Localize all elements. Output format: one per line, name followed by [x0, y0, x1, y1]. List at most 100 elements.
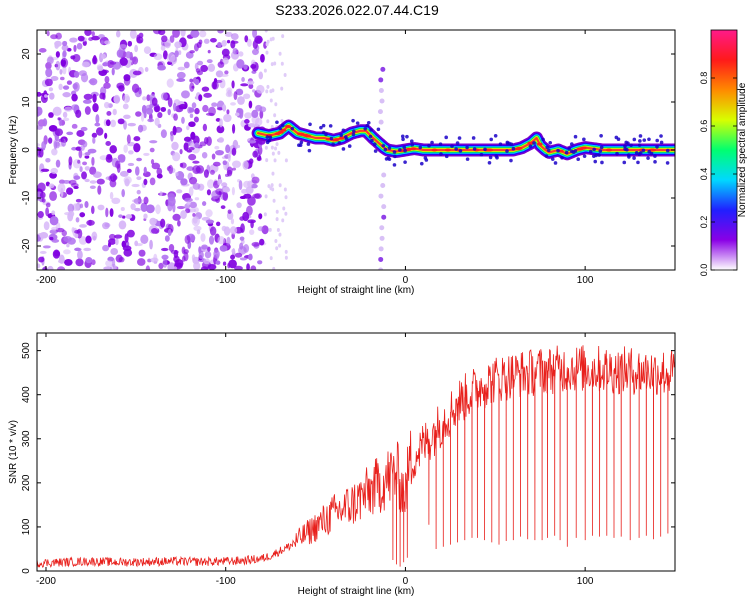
noise-speckle	[131, 83, 140, 93]
noise-speckle	[102, 62, 109, 67]
noise-speckle	[222, 187, 231, 193]
noise-speckle	[37, 263, 41, 269]
noise-speckle	[51, 238, 60, 243]
noise-speckle	[222, 160, 228, 166]
noise-speckle	[76, 129, 85, 137]
ridge-speckle	[505, 149, 509, 153]
noise-speckle	[192, 216, 198, 224]
noise-speckle	[112, 174, 118, 181]
streak-speckle	[378, 77, 384, 83]
noise-speckle	[160, 106, 167, 112]
spectrogram-y-tick-label: 0	[21, 147, 32, 153]
noise-speckle	[112, 108, 117, 116]
noise-speckle	[274, 146, 278, 151]
noise-speckle	[198, 94, 203, 102]
noise-speckle	[109, 208, 114, 217]
noise-speckle	[217, 236, 225, 245]
noise-speckle	[268, 227, 272, 232]
ridge-speckle	[638, 139, 642, 143]
noise-speckle	[234, 265, 243, 270]
noise-speckle	[275, 142, 279, 147]
noise-speckle	[41, 141, 47, 150]
noise-speckle	[92, 171, 102, 179]
ridge-speckle	[403, 148, 407, 153]
noise-speckle	[104, 75, 110, 84]
noise-speckle	[270, 145, 274, 150]
noise-speckle	[52, 106, 62, 116]
noise-speckle	[247, 38, 252, 47]
noise-speckle	[145, 204, 155, 214]
ridge-peak	[536, 142, 543, 146]
noise-speckle	[51, 210, 56, 216]
noise-speckle	[219, 73, 229, 77]
snr-panel: -200 -100 0 100 0 100 200 300 400 500 Height of …	[8, 332, 676, 597]
noise-speckle	[75, 109, 82, 119]
noise-speckle	[141, 104, 147, 115]
noise-speckle	[97, 204, 105, 211]
ridge-speckle	[625, 147, 629, 152]
ridge-speckle	[403, 160, 407, 164]
noise-speckle	[201, 244, 208, 250]
noise-speckle	[230, 40, 236, 49]
noise-speckle	[241, 188, 248, 194]
noise-speckle	[134, 207, 141, 212]
noise-speckle	[130, 203, 136, 211]
streak-speckle	[378, 256, 384, 262]
noise-speckle	[57, 266, 66, 270]
noise-speckle	[207, 263, 217, 270]
noise-speckle	[81, 171, 87, 180]
noise-speckle	[224, 70, 229, 75]
noise-speckle	[105, 260, 113, 267]
noise-speckle	[55, 51, 60, 58]
snr-x-axis: -200 -100 0 100	[36, 333, 594, 587]
noise-speckle	[155, 204, 161, 215]
ridge-speckle	[370, 138, 374, 143]
noise-speckle	[110, 119, 117, 128]
ridge-peak	[280, 128, 287, 132]
noise-speckle	[197, 60, 204, 66]
spectrogram-x-tick-label: 0	[403, 275, 409, 286]
noise-speckle	[278, 232, 282, 237]
ridge-speckle	[457, 136, 462, 140]
spectrogram-x-axis: -200 -100 0 100	[36, 30, 594, 286]
noise-speckle	[145, 107, 154, 115]
noise-speckle	[73, 71, 80, 78]
noise-speckle	[192, 213, 196, 217]
noise-speckle	[235, 88, 244, 96]
ridge-speckle	[297, 143, 301, 147]
noise-speckle	[71, 227, 75, 233]
noise-speckle	[189, 113, 194, 119]
ridge-speckle	[622, 160, 627, 165]
noise-speckle	[65, 187, 74, 195]
snr-line	[37, 345, 675, 568]
noise-speckle	[189, 78, 194, 83]
ridge-speckle	[444, 154, 449, 159]
noise-speckle	[134, 44, 139, 53]
ridge-speckle	[351, 132, 356, 137]
noise-speckle	[174, 172, 179, 177]
noise-speckle	[146, 94, 151, 102]
noise-speckle	[161, 247, 169, 252]
noise-speckle	[218, 137, 225, 143]
noise-speckle	[58, 83, 63, 91]
spectrogram-noise	[37, 30, 387, 270]
noise-speckle	[270, 62, 274, 67]
ridge-speckle	[655, 138, 660, 143]
noise-speckle	[82, 99, 92, 104]
noise-speckle	[198, 39, 203, 45]
noise-speckle	[43, 221, 50, 231]
noise-speckle	[205, 209, 213, 218]
ridge-speckle	[329, 136, 334, 141]
noise-speckle	[62, 50, 67, 58]
noise-speckle	[149, 147, 155, 153]
noise-speckle	[223, 113, 232, 123]
noise-speckle	[245, 205, 253, 216]
noise-speckle	[95, 127, 104, 136]
noise-speckle	[170, 132, 174, 142]
noise-speckle	[257, 260, 263, 265]
noise-speckle	[111, 67, 115, 76]
snr-y-tick-label: 200	[21, 474, 32, 491]
noise-speckle	[216, 107, 223, 111]
snr-y-axis: 0 100 200 300 400 500	[21, 342, 675, 574]
